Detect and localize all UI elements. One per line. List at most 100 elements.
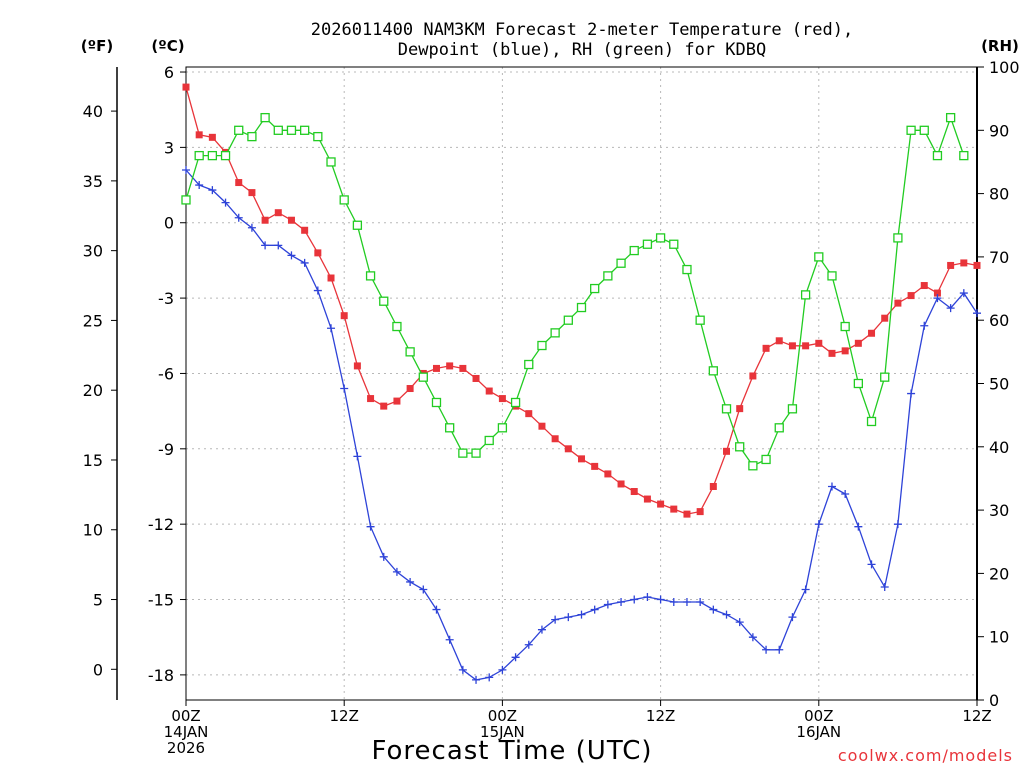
dewpoint-point [221, 198, 230, 207]
temperature-point [775, 337, 783, 345]
rh-tick-label: 70 [989, 248, 1009, 267]
temperature-point [947, 261, 955, 269]
fahrenheit-tick-label: 15 [83, 451, 103, 470]
rh-point [181, 195, 191, 205]
rh-tick-label: 100 [989, 58, 1020, 77]
celsius-tick-label: -18 [148, 666, 174, 685]
temperature-point [723, 447, 731, 455]
temperature-point [208, 133, 216, 141]
temperature-point [432, 364, 440, 372]
temperature-point [657, 500, 665, 508]
temperature-point [314, 249, 322, 257]
dewpoint-point [603, 600, 612, 609]
temperature-point [630, 488, 638, 496]
temperature-point [274, 209, 282, 217]
temperature-point [604, 470, 612, 478]
rh-point [866, 416, 877, 427]
dewpoint-point [327, 324, 336, 333]
dewpoint-point [959, 289, 968, 298]
rh-point [537, 340, 547, 351]
rh-point [721, 404, 732, 414]
temperature-point [301, 226, 309, 234]
fahrenheit-tick-label: 35 [83, 172, 103, 191]
rh-point [379, 296, 389, 306]
rh-tick-label: 90 [989, 121, 1009, 140]
dewpoint-point [577, 610, 586, 619]
temperature-point [617, 480, 625, 488]
rh-tick-label: 20 [989, 564, 1009, 583]
rh-point [234, 125, 244, 135]
rh-point [576, 302, 587, 313]
rh-point [458, 448, 468, 458]
rh-point [207, 150, 218, 161]
rh-point [814, 252, 824, 262]
rh-point [563, 315, 573, 325]
temperature-point [749, 372, 757, 380]
dewpoint-point [814, 520, 823, 529]
temperature-point [485, 387, 493, 395]
rh-point [748, 461, 758, 471]
dewpoint-point [182, 165, 190, 174]
x-tick-label: 00Z [171, 707, 200, 725]
rh-point [669, 239, 679, 249]
rh-point [445, 423, 455, 433]
dewpoint-point [392, 567, 401, 576]
rh-point [273, 125, 283, 135]
temperature-point [353, 362, 361, 370]
temperature-point [380, 402, 388, 410]
rh-tick-label: 50 [989, 375, 1009, 394]
x-tick-label: 16JAN [796, 723, 841, 741]
temperature-point [182, 83, 190, 91]
temperature-point [907, 292, 915, 300]
rh-series-line [185, 115, 965, 467]
rh-point [194, 150, 204, 161]
dewpoint-point [274, 241, 283, 250]
temperature-point [736, 405, 744, 413]
dewpoint-point [313, 286, 322, 295]
rh-point [959, 150, 969, 161]
rh-point [339, 195, 349, 205]
rh-point [919, 125, 929, 135]
temperature-point [525, 410, 533, 418]
credit-link[interactable]: coolwx.com/models [838, 746, 1013, 765]
dewpoint-point [485, 673, 494, 682]
temperature-point [762, 344, 770, 352]
dewpoint-point [973, 309, 981, 318]
dewpoint-point [564, 613, 573, 622]
x-tick-label: 15JAN [480, 723, 525, 741]
temperature-point [709, 482, 717, 490]
dewpoint-point [234, 213, 243, 222]
rh-point [893, 233, 903, 243]
dewpoint-point [445, 635, 454, 644]
celsius-tick-label: -6 [158, 364, 174, 383]
rh-point [299, 125, 310, 135]
x-tick-label: 12Z [646, 707, 675, 725]
rh-point [735, 442, 745, 452]
rh-point [247, 131, 257, 142]
fahrenheit-tick-label: 40 [83, 102, 103, 121]
dewpoint-point [379, 552, 388, 561]
dewpoint-point [709, 605, 718, 614]
rh-point [510, 397, 521, 408]
temperature-point [393, 397, 401, 405]
temperature-point [802, 342, 810, 350]
temperature-point [564, 445, 572, 453]
rh-tick-label: 40 [989, 438, 1009, 457]
rh-point [761, 454, 771, 465]
dewpoint-point [208, 186, 217, 195]
rh-point [827, 271, 837, 281]
rh-point [484, 435, 494, 446]
temperature-point [894, 299, 902, 307]
dewpoint-point [696, 598, 705, 607]
fahrenheit-tick-label: 5 [93, 591, 103, 610]
rh-point [774, 423, 784, 433]
temperature-point [261, 216, 269, 224]
dewpoint-point [630, 595, 639, 604]
rh-point [418, 372, 428, 382]
dewpoint-point [893, 520, 902, 529]
rh-point [326, 157, 336, 167]
dewpoint-point [458, 665, 467, 674]
rh-tick-label: 0 [989, 691, 999, 710]
dewpoint-point [669, 598, 678, 607]
